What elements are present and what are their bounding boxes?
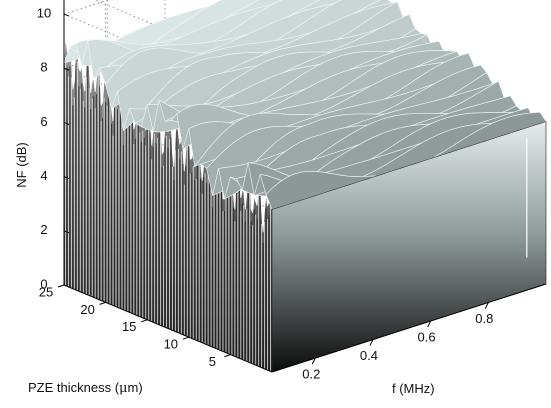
x-tick-mark (311, 357, 316, 365)
x-tick-mark (369, 339, 374, 346)
z-tick-label: 6 (40, 114, 47, 129)
y-axis-label-part: PZE thickness ( (28, 380, 120, 395)
y-tick-mark (141, 319, 148, 323)
y-tick-label: 20 (80, 302, 94, 317)
y-tick-label: 5 (209, 354, 216, 369)
z-tick-mark (63, 284, 70, 288)
x-axis (271, 283, 547, 373)
z-tick-label: 0 (40, 276, 47, 291)
x-tick-label: 0.6 (418, 330, 436, 345)
y-tick-label: 25 (39, 284, 53, 299)
y-tick-mark (99, 301, 106, 305)
y-tick-mark (57, 284, 65, 288)
x-tick-mark (484, 302, 489, 309)
z-tick-label: 10 (37, 6, 51, 21)
z-tick-label: 8 (40, 60, 47, 75)
axes (57, 0, 547, 373)
x-tick-label: 0.4 (360, 348, 378, 363)
z-tick-mark (63, 13, 70, 17)
y-axis-label-part: μ (119, 381, 127, 396)
surface-front-face (271, 121, 547, 373)
x-axis-label-part: f (MHz) (392, 381, 435, 396)
y-tick-label: 10 (164, 337, 178, 352)
y-axis-label-part: m) (127, 380, 142, 395)
y-tick-mark (224, 354, 231, 358)
x-tick-label: 0.8 (475, 311, 493, 326)
z-tick-mark (63, 121, 70, 125)
x-tick-mark (427, 320, 432, 328)
y-tick-mark (182, 336, 189, 340)
y-axis (63, 284, 273, 373)
x-tick-label: 0.2 (302, 367, 320, 382)
z-tick-label: 2 (40, 222, 47, 237)
z-tick-mark (63, 176, 70, 180)
x-axis-label: f (MHz) (392, 381, 435, 396)
z-tick-mark (63, 230, 70, 234)
y-axis-label: PZE thickness (μm) (28, 380, 143, 396)
z-tick-mark (63, 67, 70, 71)
surface (63, 0, 547, 373)
tick-labels: 0 2 4 6 8 10 5 10 15 20 25 0.2 0.4 0.6 0.8 (37, 6, 494, 382)
axis-labels: NF (dB) PZE thickness (μm) f (MHz) (14, 142, 435, 396)
y-tick-label: 15 (122, 319, 136, 334)
z-tick-label: 4 (40, 168, 47, 183)
z-axis-label: NF (dB) (14, 142, 29, 188)
